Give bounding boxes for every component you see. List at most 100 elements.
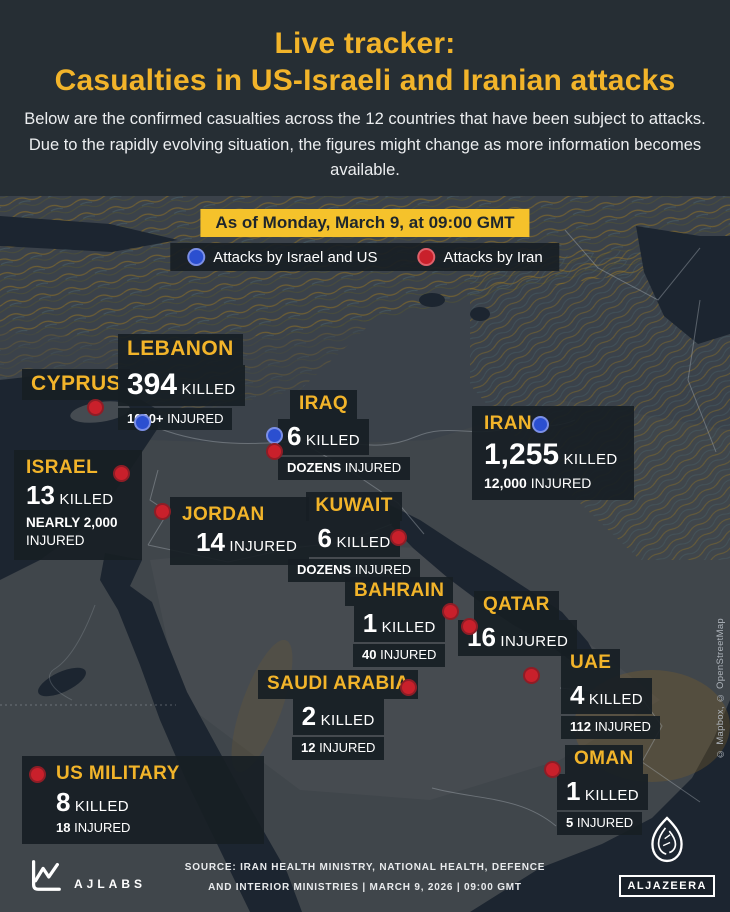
- killed-count: 4: [570, 679, 585, 710]
- bahrain-marker-dot: [442, 603, 459, 620]
- legend-item-iran: Attacks by Iran: [417, 248, 543, 266]
- source-line-2: AND INTERIOR MINISTRIES | MARCH 9, 2026 …: [208, 882, 522, 893]
- killed-label: KILLED: [584, 786, 640, 804]
- killed-count: 1: [362, 607, 378, 638]
- ajlabs-logo: AJLABS: [26, 857, 146, 895]
- blue-dot-icon: [187, 248, 206, 266]
- injured-count: DOZENS: [297, 562, 352, 578]
- country-card-iran: IRAN 1,255 KILLED 12,000 INJURED: [472, 406, 634, 501]
- country-name: IRAN: [484, 413, 533, 434]
- killed-count: 8: [56, 786, 71, 817]
- injured-count: NEARLY 2,000: [26, 515, 118, 531]
- iran-marker-dot: [532, 416, 549, 433]
- killed-label: KILLED: [336, 533, 391, 551]
- injured-count: 5: [566, 815, 574, 831]
- country-card-cyprus: CYPRUS: [22, 369, 130, 401]
- country-card-lebanon: LEBANON 394 KILLED 1000+ INJURED: [118, 334, 245, 431]
- injured-label: INJURED: [74, 820, 131, 836]
- killed-count: 1: [566, 775, 581, 806]
- injured-count: DOZENS: [287, 460, 342, 476]
- country-name: IRAQ: [290, 390, 358, 419]
- legend: Attacks by Israel and US Attacks by Iran: [170, 243, 560, 271]
- killed-count: 6: [287, 420, 302, 451]
- legend-label: Attacks by Iran: [443, 248, 543, 266]
- kuwait-marker-dot: [390, 529, 407, 546]
- country-card-jordan: JORDAN 14 INJURED: [170, 497, 310, 566]
- title-line-2: Casualties in US-Israeli and Iranian att…: [54, 64, 676, 97]
- killed-label: KILLED: [320, 711, 375, 729]
- killed-count: 1,255: [484, 437, 560, 471]
- country-name: LEBANON: [118, 334, 243, 366]
- killed-label: KILLED: [588, 690, 644, 708]
- country-name: KUWAIT: [306, 492, 402, 521]
- country-name: SAUDI ARABIA: [258, 670, 419, 699]
- killed-count: 13: [26, 479, 55, 510]
- cyprus-marker-dot: [87, 399, 104, 416]
- injured-label: INJURED: [500, 632, 569, 650]
- killed-label: KILLED: [381, 618, 436, 636]
- saudi-arabia-marker-dot: [400, 679, 417, 696]
- injured-count: 40: [361, 647, 377, 663]
- ajlabs-chart-icon: [31, 860, 61, 891]
- ajlabs-label: AJLABS: [74, 877, 147, 891]
- killed-label: KILLED: [181, 381, 236, 399]
- country-name: OMAN: [565, 745, 643, 774]
- jordan-marker-dot: [154, 503, 171, 520]
- killed-count: 394: [127, 368, 178, 402]
- qatar-marker-dot: [461, 618, 478, 635]
- iraq-marker-dot-blue: [266, 427, 283, 444]
- country-card-bahrain: BAHRAIN 1 KILLED 40 INJURED: [345, 577, 454, 667]
- legend-item-israel-us: Attacks by Israel and US: [187, 248, 378, 266]
- country-card-iraq: IRAQ 6 KILLED DOZENS INJURED: [278, 390, 411, 480]
- injured-count: 18: [56, 820, 71, 836]
- source-note: SOURCE: IRAN HEALTH MINISTRY, NATIONAL H…: [0, 858, 730, 898]
- country-card-us-military: US MILITARY 8 KILLED 18 INJURED: [22, 756, 264, 844]
- injured-label: INJURED: [354, 562, 412, 578]
- country-card-saudi-arabia: SAUDI ARABIA 2 KILLED 12 INJURED: [258, 670, 419, 760]
- aljazeera-logo: ALJAZEERA: [619, 816, 715, 897]
- killed-label: KILLED: [59, 490, 114, 508]
- injured-label: INJURED: [594, 719, 651, 735]
- israel-marker-dot: [113, 465, 130, 482]
- red-dot-icon: [417, 248, 436, 266]
- country-card-uae: UAE 4 KILLED 112 INJURED: [561, 649, 660, 739]
- us-military-marker-dot: [29, 766, 46, 783]
- aljazeera-label: ALJAZEERA: [619, 875, 715, 897]
- killed-count: 6: [317, 522, 333, 553]
- page-title: Live tracker: Casualties in US-Israeli a…: [0, 25, 730, 99]
- injured-count: 12,000: [484, 475, 527, 492]
- country-name: US MILITARY: [56, 763, 180, 784]
- killed-label: KILLED: [563, 450, 618, 468]
- country-card-oman: OMAN 1 KILLED 5 INJURED: [557, 745, 649, 835]
- title-line-1: Live tracker:: [274, 27, 456, 60]
- oman-marker-dot: [544, 761, 561, 778]
- injured-label: INJURED: [167, 410, 224, 426]
- injured-label: INJURED: [380, 647, 437, 663]
- injured-count: 112: [570, 719, 591, 735]
- injured-count: 14: [196, 526, 225, 557]
- header: Live tracker: Casualties in US-Israeli a…: [0, 0, 730, 196]
- country-card-kuwait: KUWAIT 6 KILLED DOZENS INJURED: [288, 492, 421, 582]
- country-name: BAHRAIN: [345, 577, 454, 606]
- timestamp-badge: As of Monday, March 9, at 09:00 GMT: [200, 209, 530, 237]
- uae-marker-dot: [523, 667, 540, 684]
- country-name: UAE: [561, 649, 621, 678]
- injured-label: INJURED: [319, 740, 376, 756]
- country-name: CYPRUS: [22, 369, 130, 401]
- country-name: QATAR: [474, 591, 559, 620]
- injured-label: INJURED: [576, 815, 634, 831]
- country-name: JORDAN: [182, 504, 265, 525]
- killed-label: KILLED: [74, 797, 130, 815]
- legend-label: Attacks by Israel and US: [213, 248, 378, 266]
- killed-count: 2: [301, 700, 317, 731]
- map-attribution: © Mapbox, © OpenStreetMap: [715, 618, 726, 759]
- source-line-1: SOURCE: IRAN HEALTH MINISTRY, NATIONAL H…: [184, 862, 546, 873]
- injured-label: INJURED: [344, 460, 402, 476]
- injured-count: 12: [300, 740, 316, 756]
- lebanon-marker-dot: [134, 414, 151, 431]
- injured-label: INJURED: [530, 475, 592, 492]
- killed-label: KILLED: [305, 431, 361, 449]
- injured-label: INJURED: [229, 537, 298, 555]
- subtitle: Below are the confirmed casualties acros…: [24, 110, 706, 179]
